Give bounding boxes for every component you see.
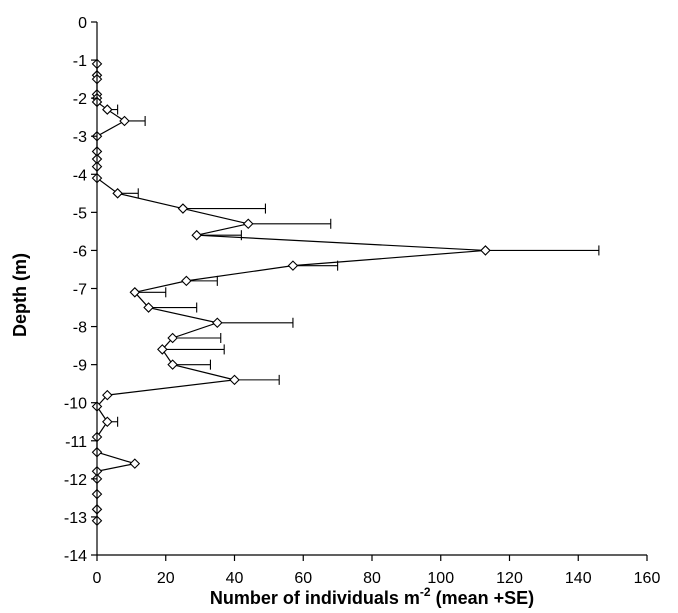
x-tick-label: 140 (565, 570, 592, 587)
x-tick-label: 80 (363, 570, 381, 587)
x-tick-label: 0 (93, 570, 102, 587)
y-axis-title: Depth (m) (10, 253, 30, 337)
y-axis: 0 -1 -2 -3 -4 -5 -6 -7 -8 -9 -10 -11 -12 -13 -14 (64, 15, 98, 565)
y-tick-label: -11 (65, 434, 87, 451)
y-tick-label: -5 (73, 205, 87, 222)
error-bar (485, 245, 600, 256)
y-tick-label: 0 (78, 15, 87, 32)
data-point (242, 218, 254, 230)
error-bar (148, 302, 198, 313)
error-bar (172, 359, 211, 370)
error-bar (248, 218, 332, 229)
data-point (129, 287, 141, 298)
y-tick-label: -9 (73, 358, 87, 375)
x-tick-label: 60 (294, 570, 312, 587)
y-tick-label: -1 (73, 53, 87, 70)
y-tick-label: -2 (73, 91, 87, 108)
data-point (229, 374, 240, 386)
x-axis-title: Number of individuals m-2 (mean +SE) (210, 585, 534, 608)
error-bar (234, 374, 280, 385)
data-point (102, 389, 113, 401)
x-tick-label: 20 (157, 570, 175, 587)
y-tick-label: -12 (64, 472, 87, 489)
x-tick-label: 100 (427, 570, 454, 587)
x-tick-label: 160 (634, 570, 661, 587)
y-tick-label: -10 (64, 396, 87, 413)
error-bar (162, 344, 225, 355)
data-point (157, 344, 168, 355)
error-bar (182, 203, 266, 214)
error-bar (292, 260, 339, 271)
y-tick-label: -6 (73, 243, 87, 260)
data-point (112, 188, 123, 199)
data-point (287, 260, 299, 271)
x-tick-label: 120 (496, 570, 523, 587)
data-point (119, 115, 130, 127)
plot-area (91, 58, 600, 527)
data-point (129, 458, 141, 469)
data-point (167, 359, 178, 370)
y-tick-label: -13 (64, 510, 87, 527)
data-point (102, 416, 113, 428)
y-tick-label: -14 (64, 548, 87, 565)
data-point (102, 104, 113, 115)
data-point (181, 275, 192, 287)
error-bar (196, 230, 242, 241)
error-bar (172, 332, 222, 343)
y-tick-label: -4 (73, 167, 87, 184)
data-point (212, 317, 223, 329)
data-point (191, 229, 202, 241)
x-axis: 0 20 40 60 80 100 120 140 160 (93, 554, 661, 587)
data-point (177, 203, 189, 214)
data-point (167, 332, 178, 344)
y-tick-label: -7 (73, 282, 87, 299)
data-point (480, 245, 491, 256)
data-point (143, 302, 154, 313)
x-tick-label: 40 (226, 570, 244, 587)
y-tick-label: -8 (73, 320, 87, 337)
y-tick-label: -3 (73, 129, 87, 146)
error-bar (217, 317, 294, 328)
